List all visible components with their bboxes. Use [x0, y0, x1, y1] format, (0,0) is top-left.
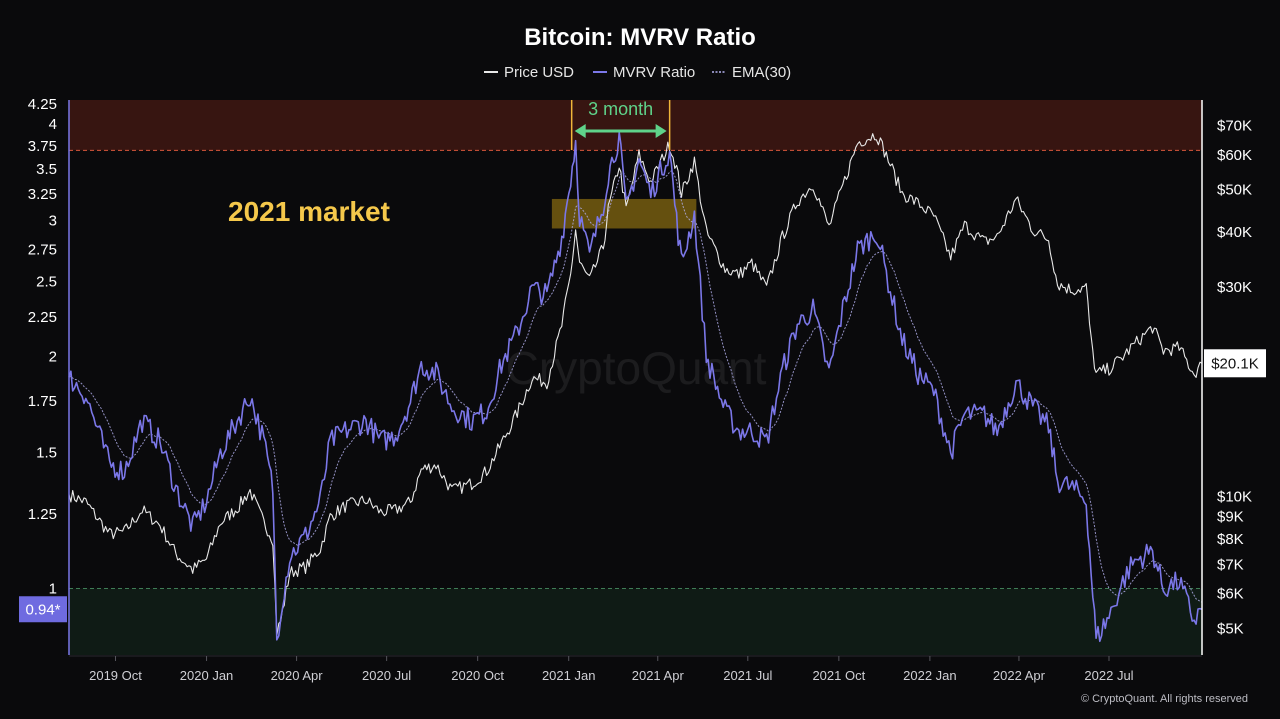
x-tick-label: 2021 Jul — [723, 668, 772, 683]
left-tick-label: 1.5 — [36, 445, 57, 462]
copyright: © CryptoQuant. All rights reserved — [1081, 693, 1248, 705]
x-tick-label: 2021 Jan — [542, 668, 596, 683]
x-tick-label: 2022 Jul — [1084, 668, 1133, 683]
legend: Price USD MVRV Ratio EMA(30) — [484, 64, 791, 81]
right-tick-label: $40K — [1217, 224, 1252, 241]
right-tick-label: $30K — [1217, 279, 1252, 296]
right-tick-label: $70K — [1217, 117, 1252, 134]
left-tick-label: 1.25 — [28, 506, 57, 523]
annotation-arrow-head-right — [655, 124, 667, 138]
right-tick-label: $6K — [1217, 586, 1244, 603]
legend-label: Price USD — [504, 64, 574, 81]
legend-label: EMA(30) — [732, 64, 791, 81]
right-tick-label: $10K — [1217, 488, 1252, 505]
left-tick-label: 4 — [49, 116, 57, 133]
left-tick-label: 4.25 — [28, 96, 57, 113]
price-current-label: $20.1K — [1211, 355, 1259, 372]
annotation-arrow-head-left — [574, 124, 586, 138]
watermark: CryptoQuant — [506, 342, 767, 394]
left-axis-ticks: 1 1.25 1.5 1.75 2 2.25 2.5 2.75 3 3.25 3.5 3.75 4 4.2… — [28, 96, 57, 598]
left-tick-label: 3 — [49, 213, 57, 230]
x-tick-label: 2019 Oct — [89, 668, 142, 683]
left-tick-label: 3.5 — [36, 161, 57, 178]
right-tick-label: $5K — [1217, 620, 1244, 637]
left-tick-label: 1 — [49, 581, 57, 598]
series-ema-30 — [68, 170, 1203, 603]
right-tick-label: $50K — [1217, 182, 1252, 199]
x-tick-label: 2020 Jul — [362, 668, 411, 683]
x-tick-label: 2022 Jan — [903, 668, 957, 683]
right-tick-label: $8K — [1217, 531, 1244, 548]
x-tick-label: 2020 Apr — [271, 668, 324, 683]
annotation-3-month: 3 month — [588, 99, 653, 119]
zones-layer — [69, 100, 1202, 655]
x-tick-label: 2020 Oct — [451, 668, 504, 683]
right-tick-label: $60K — [1217, 147, 1252, 164]
left-tick-label: 3.25 — [28, 186, 57, 203]
annotations-layer: 2021 market 3 month — [228, 99, 671, 227]
series-price-usd — [68, 133, 1203, 637]
x-axis-ticks: 2019 Oct 2020 Jan 2020 Apr 2020 Jul 2020 Oct… — [89, 656, 1134, 683]
right-tick-label: $9K — [1217, 508, 1244, 525]
left-tick-label: 2.25 — [28, 309, 57, 326]
x-tick-label: 2020 Jan — [180, 668, 234, 683]
chart-title: Bitcoin: MVRV Ratio — [524, 24, 756, 51]
annotation-2021-market: 2021 market — [228, 196, 390, 227]
zone-undervalued — [69, 588, 1202, 655]
right-axis-ticks: $5K $6K $7K $8K $9K $10K $30K $40K $50K $60K $70K — [1217, 117, 1252, 637]
mvrv-current-label: 0.94* — [25, 601, 60, 618]
highlight-box — [551, 198, 697, 229]
series-layer — [68, 131, 1203, 643]
right-tick-label: $7K — [1217, 556, 1244, 573]
left-tick-label: 2.5 — [36, 274, 57, 291]
left-tick-label: 1.75 — [28, 393, 57, 410]
left-tick-label: 2 — [49, 348, 57, 365]
current-value-markers: 0.94* $20.1K — [19, 349, 1266, 623]
series-mvrv-ratio — [68, 131, 1203, 643]
left-tick-label: 3.75 — [28, 138, 57, 155]
x-tick-label: 2022 Apr — [993, 668, 1046, 683]
mvrv-current-badge — [19, 596, 67, 623]
x-tick-label: 2021 Oct — [812, 668, 865, 683]
legend-label: MVRV Ratio — [613, 64, 695, 81]
price-current-badge — [1204, 349, 1266, 378]
x-tick-label: 2021 Apr — [632, 668, 685, 683]
zone-overvalued — [69, 100, 1202, 151]
left-tick-label: 2.75 — [28, 242, 57, 259]
